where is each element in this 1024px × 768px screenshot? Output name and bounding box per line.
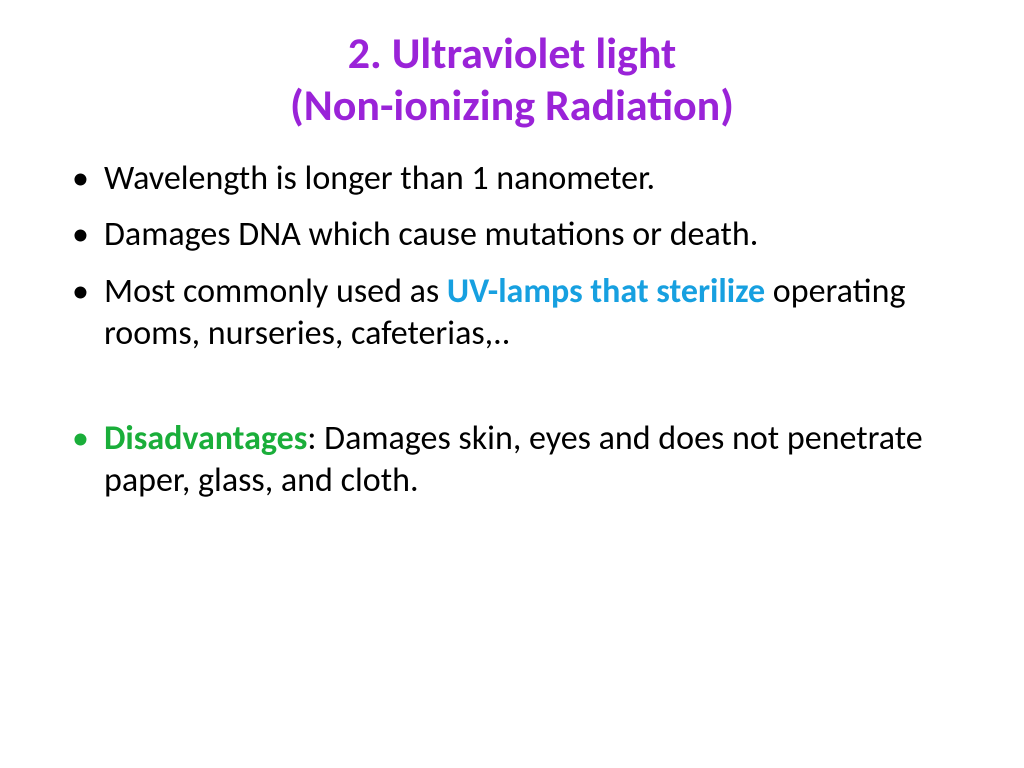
bullet-colon: :: [307, 418, 324, 459]
bullet-text: Damages DNA which cause mutations or dea…: [104, 214, 758, 255]
bullet-text-pre: Most commonly used as: [104, 271, 447, 312]
slide-title: 2. Ultraviolet light (Non-ionizing Radia…: [60, 28, 964, 132]
bullet-text: Wavelength is longer than 1 nanometer.: [104, 158, 655, 199]
bullet-item-3: Most commonly used as UV-lamps that ster…: [60, 271, 964, 356]
bullet-item-4: Disadvantages: Damages skin, eyes and do…: [60, 418, 964, 503]
bullet-highlight-disadvantages: Disadvantages: [104, 418, 307, 459]
blank-line: [60, 370, 964, 418]
bullet-list: Wavelength is longer than 1 nanometer. D…: [60, 158, 964, 503]
bullet-item-2: Damages DNA which cause mutations or dea…: [60, 214, 964, 257]
bullet-highlight-uv: UV-lamps that sterilize: [447, 271, 765, 312]
bullet-item-1: Wavelength is longer than 1 nanometer.: [60, 158, 964, 201]
title-line-1: 2. Ultraviolet light: [60, 28, 964, 80]
title-line-2: (Non-ionizing Radiation): [60, 80, 964, 132]
slide: 2. Ultraviolet light (Non-ionizing Radia…: [0, 0, 1024, 768]
